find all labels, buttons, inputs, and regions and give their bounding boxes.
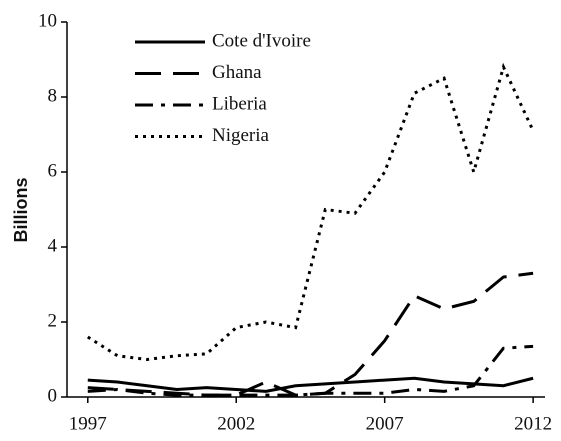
x-tick-label: 1997 <box>69 413 107 434</box>
y-tick-label: 2 <box>48 310 58 331</box>
legend-label: Liberia <box>212 93 267 114</box>
series-line <box>86 62 535 362</box>
x-tick-label: 2007 <box>366 413 404 434</box>
legend-label: Cote d'Ivoire <box>212 30 311 51</box>
legend-label: Nigeria <box>212 125 270 146</box>
x-tick-label: 2012 <box>514 413 552 434</box>
y-tick-label: 6 <box>48 160 58 181</box>
legend-label: Ghana <box>212 62 262 83</box>
y-tick-label: 8 <box>48 85 58 106</box>
y-tick-label: 4 <box>48 235 58 256</box>
series-line <box>87 376 534 393</box>
y-tick-label: 0 <box>48 385 58 406</box>
series-line <box>87 271 534 397</box>
x-tick-label: 2002 <box>217 413 255 434</box>
y-axis-label: Billions <box>11 177 31 242</box>
y-tick-label: 10 <box>38 10 57 31</box>
